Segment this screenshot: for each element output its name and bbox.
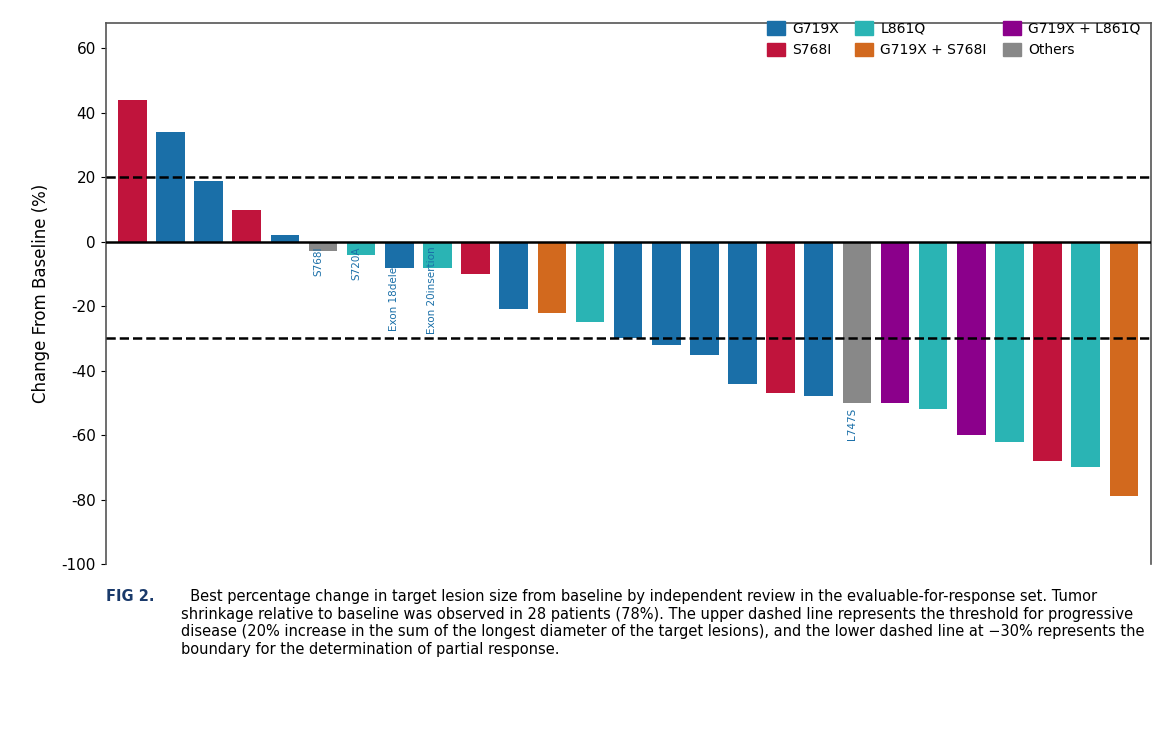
Bar [880,242,910,403]
Bar [919,242,947,410]
Bar [652,242,681,345]
Bar [499,242,528,309]
Bar [957,242,986,435]
Bar [614,242,642,338]
Text: L747S: L747S [846,407,857,440]
Bar [270,236,299,242]
Bar [195,181,223,242]
Bar [1072,242,1100,468]
Bar [728,242,757,383]
Text: S768I: S768I [313,246,323,276]
Bar [119,100,147,242]
Text: S720A: S720A [351,246,362,280]
Bar [1109,242,1138,496]
Bar [423,242,452,267]
Bar [767,242,795,393]
Bar [1033,242,1061,461]
Bar [575,242,605,322]
Bar [309,242,337,252]
Text: FIG 2.: FIG 2. [106,590,154,605]
Text: Exon 20insertion: Exon 20insertion [427,246,438,334]
Bar [843,242,871,403]
Text: Exon 18deletion: Exon 18deletion [390,246,399,331]
Bar [538,242,566,312]
Bar [996,242,1024,441]
Bar [804,242,834,397]
Legend: G719X, S768I, L861Q, G719X + S768I, G719X + L861Q, Others: G719X, S768I, L861Q, G719X + S768I, G719… [762,16,1146,62]
Bar [232,209,261,242]
Bar [690,242,718,355]
Text: Best percentage change in target lesion size from baseline by independent review: Best percentage change in target lesion … [181,590,1145,657]
Bar [156,133,184,242]
Bar [346,242,376,255]
Bar [385,242,413,267]
Y-axis label: Change From Baseline (%): Change From Baseline (%) [33,184,50,403]
Bar [461,242,490,274]
